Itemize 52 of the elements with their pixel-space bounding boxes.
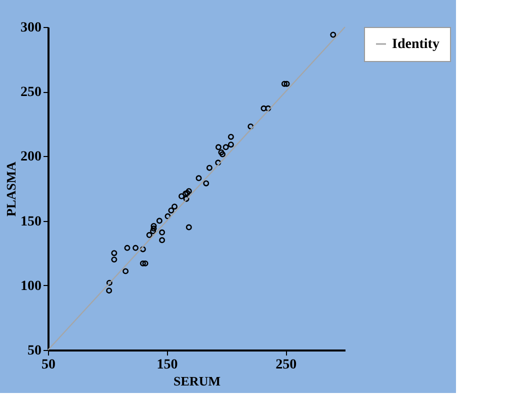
point xyxy=(330,32,336,38)
point xyxy=(203,180,210,186)
y-tick-label: 100 xyxy=(20,278,42,294)
x-axis-title: SERUM xyxy=(174,374,220,388)
point xyxy=(111,250,118,256)
point xyxy=(196,175,202,182)
point xyxy=(124,244,130,251)
x-tick-label: 50 xyxy=(42,358,56,372)
y-tick-label: 200 xyxy=(20,150,42,165)
point xyxy=(284,80,290,87)
point xyxy=(106,288,112,294)
point xyxy=(140,246,146,252)
x-tick-label: 250 xyxy=(276,358,297,372)
point xyxy=(168,207,174,214)
point xyxy=(140,260,146,266)
legend-label: Identity xyxy=(392,37,440,52)
point xyxy=(178,193,185,200)
point xyxy=(248,123,254,130)
point xyxy=(142,260,148,266)
point xyxy=(146,232,152,238)
point xyxy=(150,228,156,234)
point xyxy=(220,151,226,158)
point xyxy=(183,196,190,202)
point xyxy=(159,237,166,244)
y-tick-label: 250 xyxy=(20,85,42,100)
point xyxy=(150,226,157,232)
point xyxy=(172,204,178,210)
point xyxy=(186,224,192,230)
point xyxy=(156,218,162,224)
point xyxy=(281,80,288,87)
point xyxy=(186,188,192,194)
y-tick-label: 50 xyxy=(28,344,42,358)
point xyxy=(150,222,157,229)
point xyxy=(206,164,212,171)
y-tick-label: 150 xyxy=(20,214,42,230)
point xyxy=(228,134,234,140)
point xyxy=(132,244,139,251)
y-axis-title: PLASMA xyxy=(4,160,18,216)
point xyxy=(218,149,224,156)
x-tick-label: 150 xyxy=(156,358,178,372)
y-tick-label: 300 xyxy=(20,20,42,36)
point xyxy=(215,144,222,150)
point xyxy=(215,160,222,166)
point xyxy=(122,268,129,274)
point xyxy=(106,280,112,286)
point xyxy=(164,213,171,220)
point xyxy=(111,256,118,263)
point xyxy=(222,144,229,150)
point xyxy=(228,142,234,148)
point xyxy=(265,105,272,112)
point xyxy=(260,105,267,112)
point xyxy=(159,229,166,236)
